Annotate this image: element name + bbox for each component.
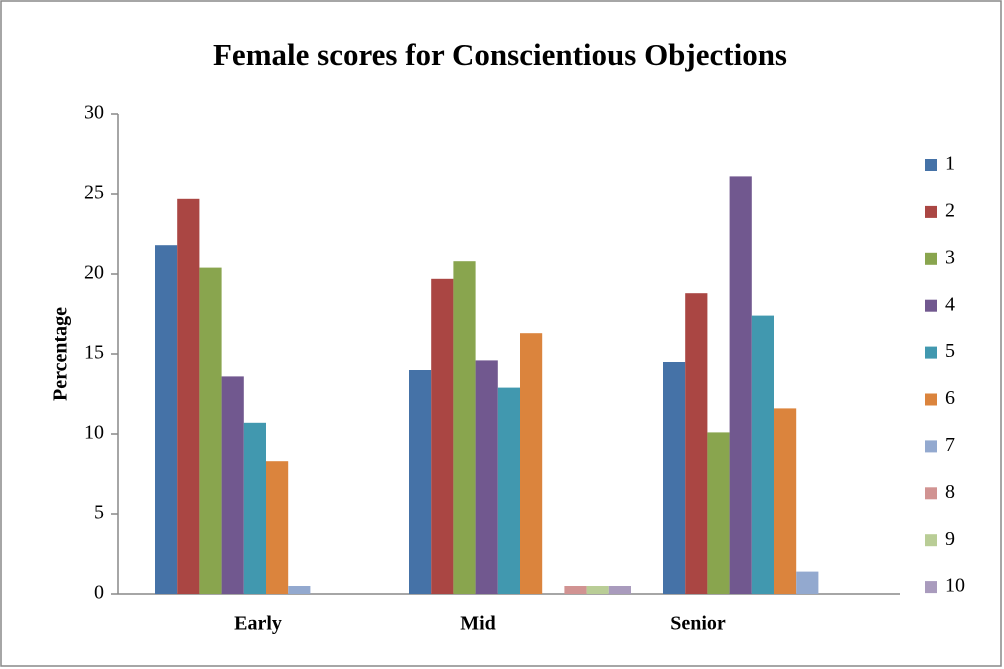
legend-label: 5 [945, 340, 955, 362]
legend-swatch [925, 252, 937, 265]
x-tick-label: Senior [670, 613, 726, 635]
bar [199, 267, 222, 594]
legend-label: 6 [945, 387, 955, 409]
x-tick-label: Early [234, 613, 282, 635]
bar [431, 278, 454, 594]
bar [729, 176, 752, 594]
bar [155, 245, 178, 594]
bar [520, 333, 543, 594]
y-tick-label: 30 [84, 102, 104, 124]
legend-label: 7 [945, 434, 955, 456]
legend-label: 4 [945, 293, 955, 315]
y-axis-label: Percentage [50, 307, 72, 401]
bar [608, 586, 631, 594]
legend-swatch [925, 205, 937, 218]
legend-label: 2 [945, 199, 955, 221]
legend-label: 1 [945, 153, 955, 175]
y-tick-label: 5 [94, 502, 104, 524]
bar [409, 370, 432, 594]
y-tick-label: 15 [84, 342, 104, 364]
bar [266, 461, 289, 594]
bar [288, 586, 311, 594]
y-tick-label: 25 [84, 182, 104, 204]
bar [453, 261, 476, 594]
bar [475, 360, 498, 594]
y-tick-label: 0 [94, 582, 104, 604]
bar [243, 422, 266, 594]
legend-swatch [925, 440, 937, 453]
legend-label: 9 [945, 528, 955, 550]
legend-swatch [925, 581, 937, 594]
legend-label: 3 [945, 246, 955, 268]
bar [707, 432, 730, 594]
legend-swatch [925, 534, 937, 547]
chart-title: Female scores for Conscientious Objectio… [213, 37, 787, 72]
legend-swatch [925, 159, 937, 171]
bar [751, 315, 774, 594]
legend-swatch [925, 487, 937, 500]
legend-swatch [925, 346, 937, 359]
bar [586, 586, 609, 594]
legend-swatch [925, 299, 937, 312]
x-tick-label: Mid [460, 613, 496, 635]
bar [177, 198, 200, 595]
bar [564, 586, 587, 594]
legend-label: 10 [945, 575, 965, 597]
bar [685, 293, 708, 594]
bar [221, 376, 244, 594]
legend-label: 8 [945, 481, 955, 503]
y-tick-label: 20 [84, 262, 104, 284]
bar [497, 387, 520, 594]
legend-swatch [925, 393, 937, 406]
bar [796, 571, 819, 594]
bar [774, 408, 797, 594]
y-tick-label: 10 [84, 422, 104, 444]
bar [663, 362, 686, 594]
